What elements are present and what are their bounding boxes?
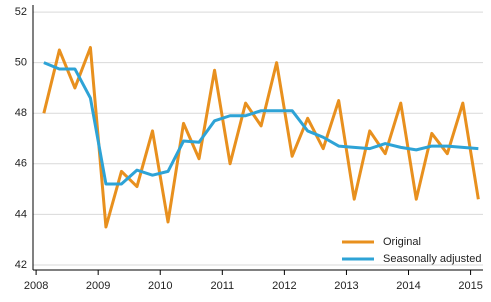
x-tick-label: 2011 xyxy=(210,280,234,292)
y-tick-label: 52 xyxy=(15,6,27,18)
x-tick-label: 2014 xyxy=(396,280,420,292)
x-tick-label: 2009 xyxy=(86,280,110,292)
y-tick-label: 50 xyxy=(15,57,27,69)
x-tick-label: 2012 xyxy=(272,280,296,292)
series-line xyxy=(43,61,479,186)
legend-label: Seasonally adjusted xyxy=(383,253,481,265)
y-tick-label: 42 xyxy=(15,259,27,271)
y-tick-label: 48 xyxy=(15,107,27,119)
x-tick-label: 2015 xyxy=(458,280,482,292)
series-line xyxy=(42,45,480,229)
x-tick-label: 2008 xyxy=(24,280,48,292)
x-tick-label: 2013 xyxy=(334,280,358,292)
y-tick-label: 46 xyxy=(15,158,27,170)
x-tick-label: 2010 xyxy=(148,280,172,292)
legend-label: Original xyxy=(383,236,421,248)
y-tick-label: 44 xyxy=(15,208,27,220)
